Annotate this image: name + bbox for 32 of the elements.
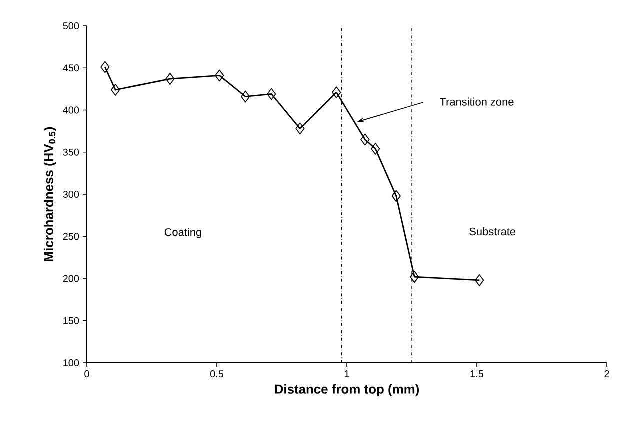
point bbox=[111, 84, 120, 96]
annotation: Substrate bbox=[470, 228, 516, 236]
point bbox=[475, 274, 484, 286]
point bbox=[410, 271, 420, 284]
y-tick-label: 100 bbox=[64, 359, 80, 367]
y-tick-label: 250 bbox=[63, 233, 80, 240]
point bbox=[215, 70, 224, 82]
y-axis-title: Microhardness (HV$_{0.5}$) bbox=[44, 127, 56, 262]
point bbox=[392, 190, 401, 202]
point bbox=[360, 134, 370, 146]
y-tick-label: 200 bbox=[63, 275, 80, 282]
point bbox=[332, 86, 342, 99]
x-tick-label: 0 bbox=[84, 370, 90, 378]
y-tick-label: 350 bbox=[63, 148, 80, 156]
point bbox=[241, 90, 250, 103]
x-tick-label: 0.5 bbox=[210, 370, 224, 378]
x-axis-title: Distance from top (mm) bbox=[275, 384, 420, 396]
point bbox=[100, 61, 110, 74]
point bbox=[166, 73, 175, 86]
annotation: Transition zone bbox=[440, 98, 514, 106]
y-tick-label: 500 bbox=[63, 22, 80, 30]
x-tick-label: 1 bbox=[345, 370, 350, 378]
x-tick-label: 1.5 bbox=[470, 370, 484, 378]
point bbox=[371, 143, 380, 155]
y-tick-label: 150 bbox=[64, 317, 80, 324]
annotation: Coating bbox=[164, 228, 202, 238]
y-tick-label: 400 bbox=[63, 106, 80, 114]
y-tick-label: 450 bbox=[63, 64, 80, 72]
x-tick-label: 2 bbox=[604, 370, 610, 378]
point bbox=[296, 122, 305, 135]
y-tick-label: 300 bbox=[63, 190, 80, 198]
point bbox=[267, 88, 276, 100]
